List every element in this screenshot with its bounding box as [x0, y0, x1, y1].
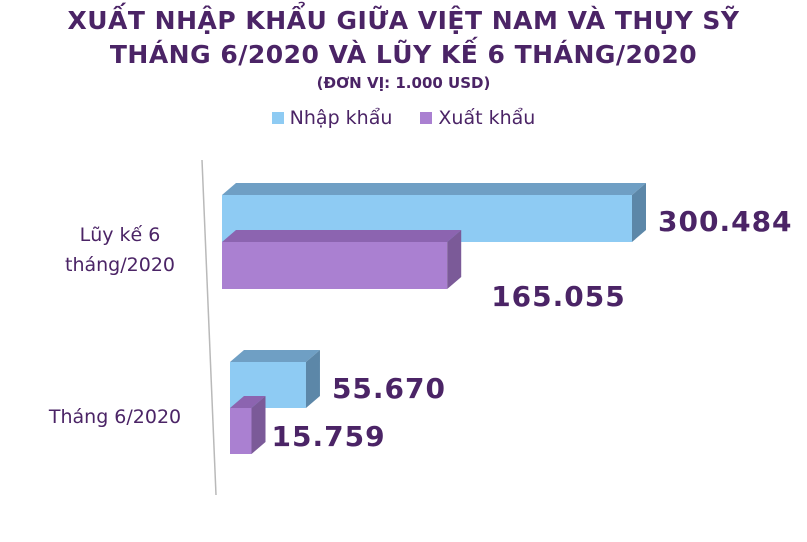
bar-side-face	[251, 396, 266, 454]
category-label-cumulative: Lũy kế 6 tháng/2020	[40, 220, 200, 280]
category-label-line: Tháng 6/2020	[48, 406, 182, 428]
chart-legend: Nhập khẩu Xuất khẩu	[0, 107, 807, 129]
data-label: 15.759	[272, 420, 386, 453]
bar-export	[222, 242, 448, 289]
legend-label-import: Nhập khẩu	[289, 107, 393, 129]
category-label-line: tháng/2020	[65, 254, 175, 276]
bar-top-face	[222, 183, 646, 195]
bar-side-face	[632, 183, 646, 242]
chart-title: XUẤT NHẬP KHẨU GIỮA VIỆT NAM VÀ THỤY SỸ	[67, 6, 740, 35]
bar-top-face	[222, 230, 462, 242]
legend-item-import: Nhập khẩu	[271, 107, 393, 129]
bar-top-face	[230, 350, 320, 362]
category-axis-line	[201, 159, 217, 496]
bar-side-face	[305, 350, 320, 408]
data-label: 300.484	[658, 205, 793, 238]
category-label-line: Lũy kế 6	[79, 224, 161, 246]
legend-item-export: Xuất khẩu	[420, 107, 535, 129]
chart-unit: (ĐƠN VỊ: 1.000 USD)	[316, 74, 491, 92]
data-label: 165.055	[491, 280, 626, 313]
data-label: 55.670	[332, 372, 446, 405]
bar-top-face	[230, 396, 266, 408]
legend-label-export: Xuất khẩu	[438, 107, 536, 129]
bar-side-face	[447, 230, 462, 289]
category-label-june: Tháng 6/2020	[20, 402, 210, 432]
legend-swatch-import	[271, 112, 284, 124]
chart-subtitle: THÁNG 6/2020 VÀ LŨY KẾ 6 THÁNG/2020	[109, 40, 698, 69]
legend-swatch-export	[420, 112, 433, 124]
bar-export	[230, 408, 252, 454]
